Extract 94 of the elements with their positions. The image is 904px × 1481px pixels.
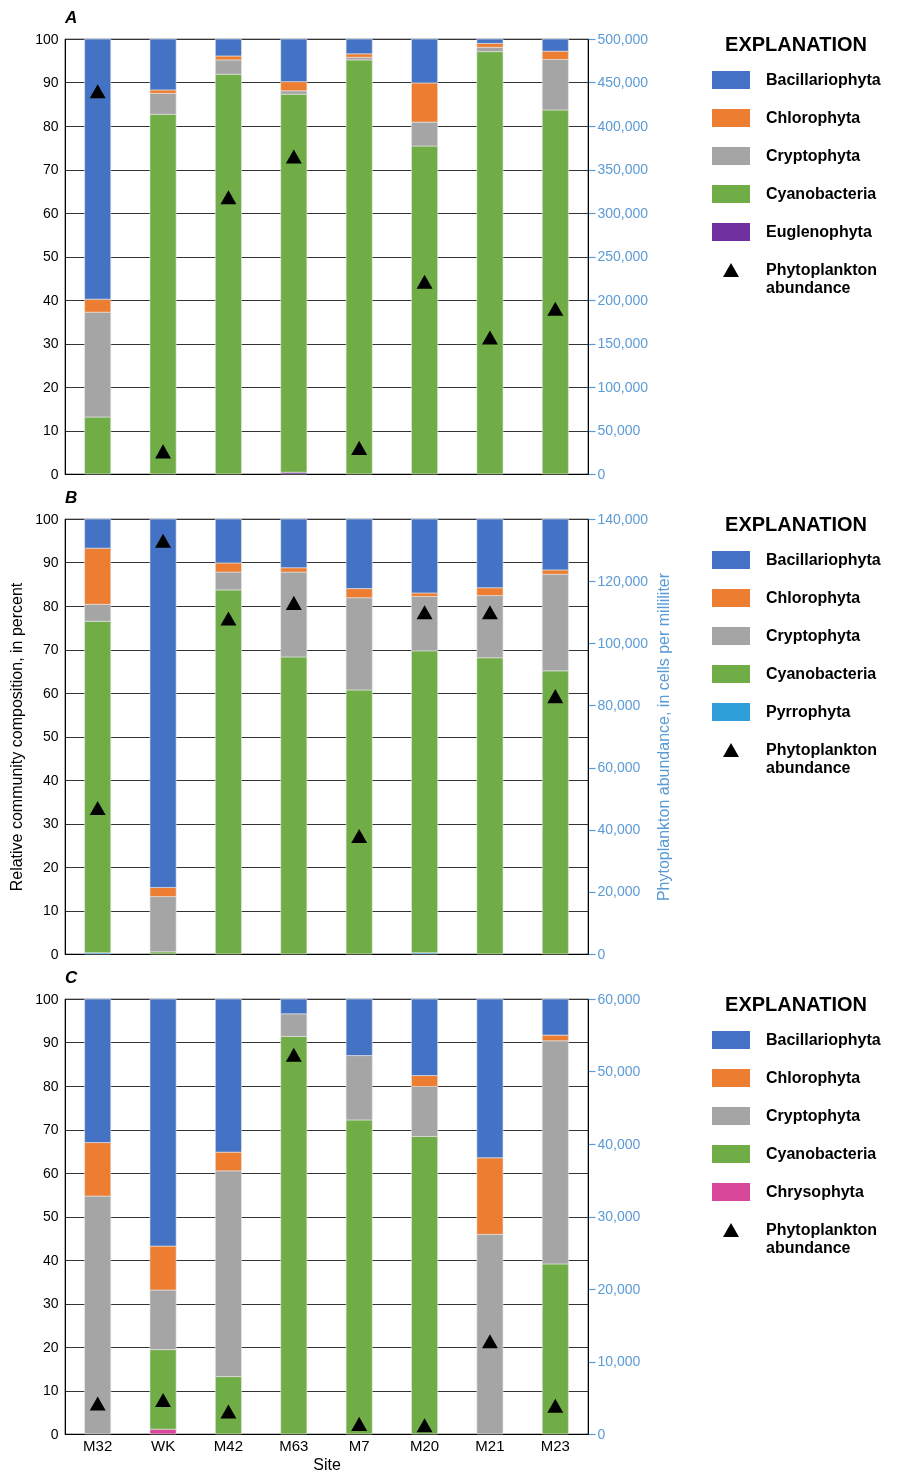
y2-tick-label: 80,000 [597,696,641,713]
legend-label: Cyanobacteria [766,1145,877,1162]
legend-label: Cyanobacteria [766,185,877,202]
y-tick-label: 40 [42,771,59,788]
y-tick-label: 80 [42,597,59,614]
y2-tick-label: 150,000 [597,335,649,351]
y2-tick-label: 0 [597,945,606,962]
legend-label: Cryptophyta [766,627,861,644]
y-tick-label: 60 [42,1164,59,1181]
y2-tick-label: 140,000 [597,510,649,527]
y-tick-label: 60 [42,684,59,701]
y2-tick-label: 200,000 [597,291,649,308]
y2-tick-label: 400,000 [597,117,649,134]
legend-label: Bacillariophyta [766,551,881,568]
y-tick-label: 80 [42,1077,59,1094]
y2-tick-label: 350,000 [597,161,649,177]
legend-label: Chlorophyta [766,109,861,126]
y-tick-label: 10 [42,422,59,438]
y2-axis-title: Phytoplankton abundance, in cells per milliliter [655,572,673,902]
y-tick-label: 40 [42,1251,59,1268]
y2-tick-label: 450,000 [597,74,649,90]
legend-label: Phytoplankton abundance [766,261,878,296]
y-tick-label: 90 [42,1034,59,1050]
y2-tick-label: 100,000 [597,378,649,395]
legend-label: Chlorophyta [766,1069,861,1086]
legend-label: Euglenophyta [766,223,872,240]
y2-tick-label: 20,000 [597,1280,641,1297]
legend-label: Phytoplankton abundance [766,741,878,776]
y2-tick-label: 60,000 [597,759,641,776]
y-tick-label: 90 [42,74,59,90]
y2-tick-label: 0 [597,465,606,482]
x-axis-title: Site [313,1455,341,1473]
y-tick-label: 40 [42,291,59,308]
y-tick-label: 20 [42,378,59,395]
y-tick-label: 30 [42,1295,59,1311]
legend-label: Cryptophyta [766,1107,861,1124]
y2-tick-label: 100,000 [597,634,649,651]
y2-tick-label: 30,000 [597,1208,641,1224]
y-tick-label: 20 [42,858,59,875]
x-tick-label: M23 [540,1436,570,1454]
x-tick-label: M42 [213,1436,244,1454]
legend-label: Cyanobacteria [766,665,877,682]
legend-label: Bacillariophyta [766,71,881,88]
legend-label: Chlorophyta [766,589,861,606]
y-tick-label: 60 [42,204,59,221]
y2-tick-label: 40,000 [597,1135,641,1152]
y-tick-label: 30 [42,335,59,351]
x-tick-label: M21 [475,1436,505,1454]
chart-title: C [65,968,78,987]
y-tick-label: 0 [50,945,59,962]
x-tick-label: M20 [409,1436,440,1454]
chart-title: B [65,488,78,507]
y2-tick-label: 60,000 [597,990,641,1007]
x-tick-label: M7 [348,1436,370,1454]
x-tick-label: M32 [83,1436,113,1454]
y2-tick-label: 50,000 [597,1063,641,1079]
legend-label: Phytoplankton abundance [766,1221,878,1256]
y-tick-label: 100 [35,990,59,1007]
legend-label: Pyrrophyta [766,703,851,720]
y-tick-label: 10 [42,902,59,918]
chart-title: A [64,8,78,27]
y-tick-label: 80 [42,117,59,134]
y-axis-title: Relative community composition, in percent [8,582,26,892]
legend-label: Bacillariophyta [766,1031,881,1048]
y-tick-label: 70 [42,641,59,657]
y-tick-label: 50 [42,248,59,264]
legend-title: EXPLANATION [725,993,867,1015]
y-tick-label: 0 [50,1425,59,1442]
legend-label: Chrysophyta [766,1183,864,1200]
y2-tick-label: 500,000 [597,30,649,47]
y2-tick-label: 250,000 [597,248,649,264]
y-tick-label: 30 [42,815,59,831]
y2-tick-label: 40,000 [597,821,641,838]
legend-title: EXPLANATION [725,33,867,55]
y-tick-label: 50 [42,1208,59,1224]
y-tick-label: 100 [35,510,59,527]
y-tick-label: 70 [42,1121,59,1137]
y-tick-label: 0 [50,465,59,482]
y2-tick-label: 300,000 [597,204,649,221]
y2-tick-label: 50,000 [597,422,641,438]
x-tick-label: WK [150,1436,176,1454]
y-tick-label: 70 [42,161,59,177]
y2-tick-label: 10,000 [597,1353,641,1369]
y2-tick-label: 0 [597,1425,606,1442]
y2-tick-label: 20,000 [597,883,641,900]
y-tick-label: 90 [42,554,59,570]
legend-title: EXPLANATION [725,513,867,535]
y2-tick-label: 120,000 [597,572,649,589]
y-tick-label: 10 [42,1382,59,1398]
y-tick-label: 50 [42,728,59,744]
legend-label: Cryptophyta [766,147,861,164]
y-tick-label: 20 [42,1338,59,1355]
y-tick-label: 100 [35,30,59,47]
x-tick-label: M63 [279,1436,309,1454]
